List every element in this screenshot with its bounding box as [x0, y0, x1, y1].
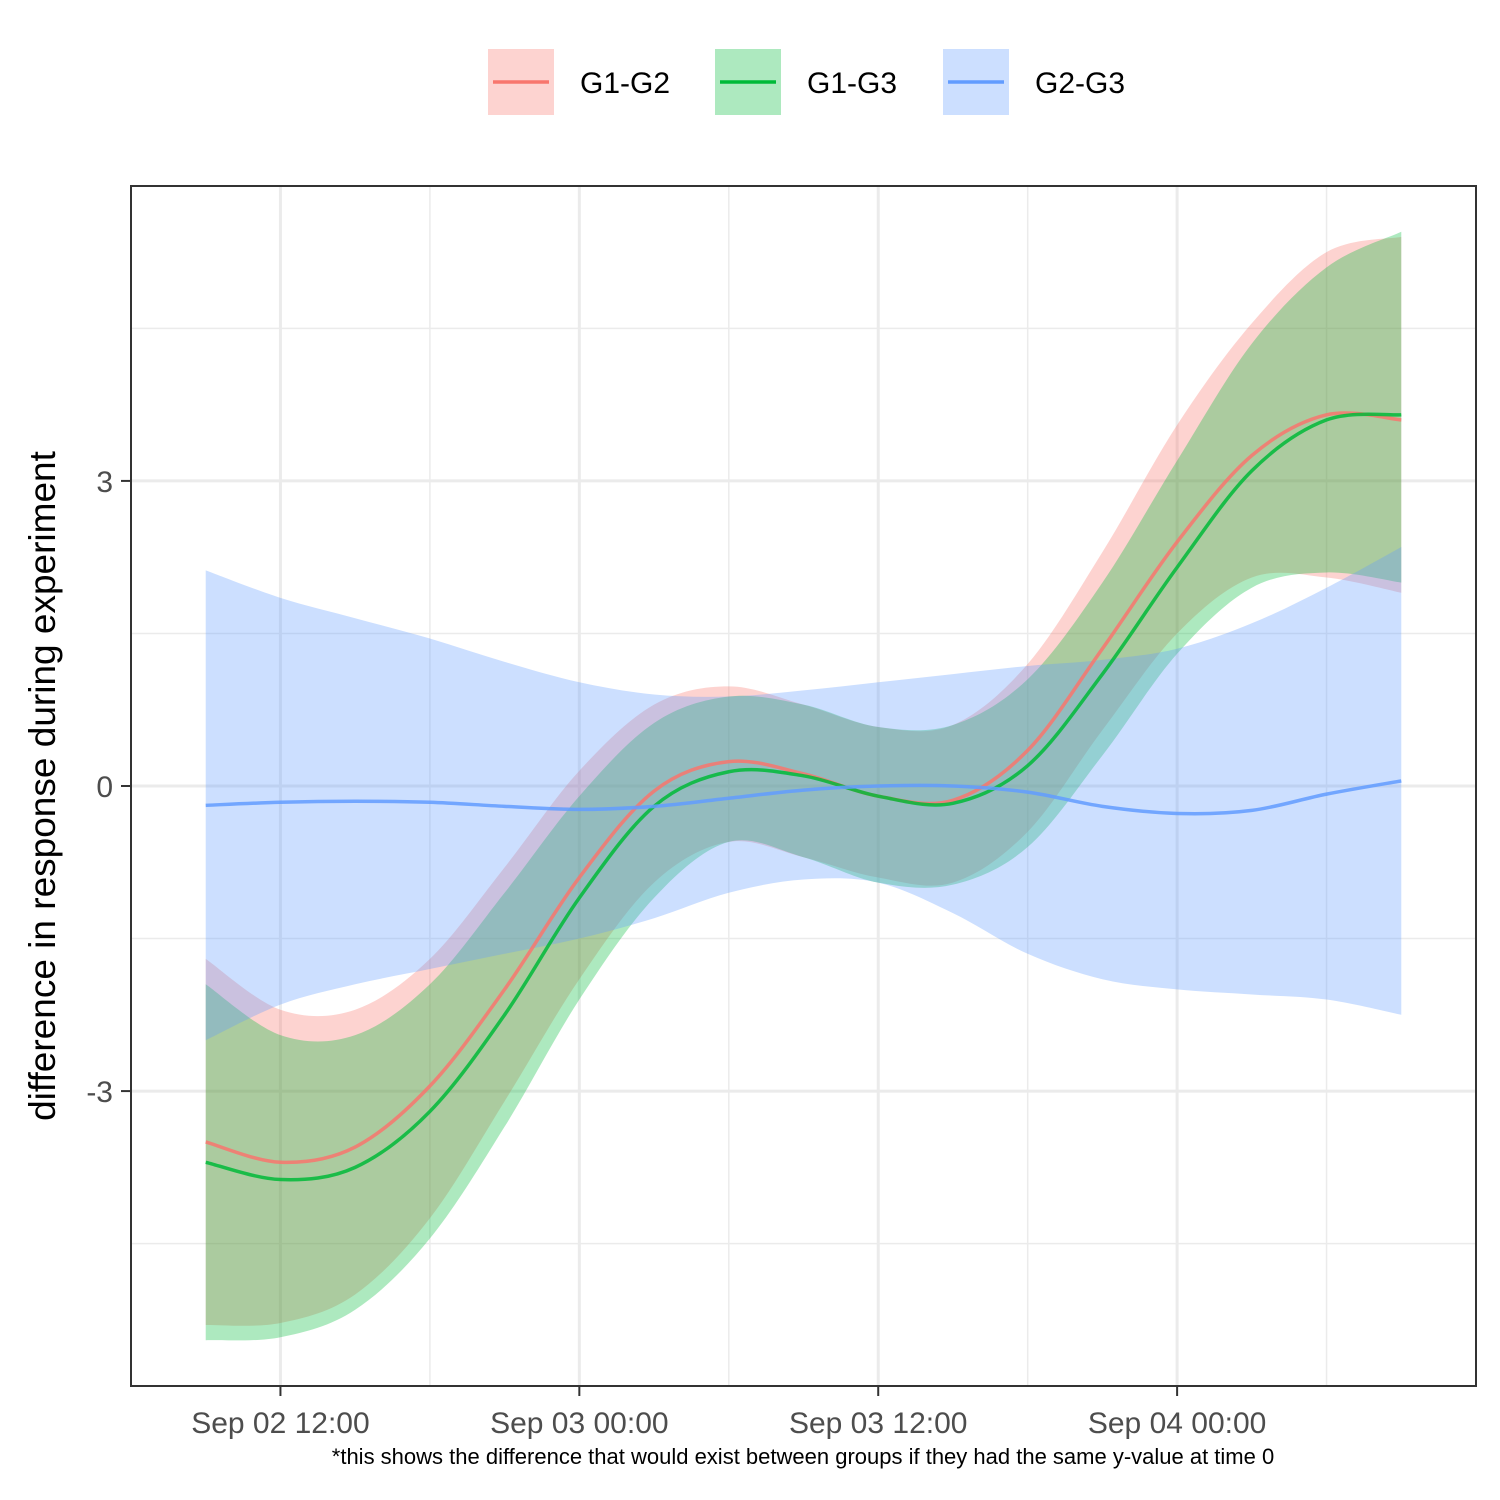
band-G1-G3: [205, 231, 1402, 1341]
x-tick-label: Sep 03 12:00: [789, 1407, 968, 1440]
axes: Sep 02 12:00 Sep 03 00:00 Sep 03 12:00 Sep …: [86, 466, 1266, 1440]
legend-label: G1-G2: [580, 67, 670, 100]
legend-label: G2-G3: [1035, 67, 1125, 100]
confidence-bands: [205, 231, 1402, 1341]
y-tick-label: 3: [96, 466, 113, 499]
caption: *this shows the difference that would ex…: [332, 1444, 1274, 1469]
y-tick-label: -3: [86, 1076, 113, 1109]
grid-lines: [131, 186, 1476, 1386]
series-lines: [205, 411, 1402, 1182]
legend-item-G1-G2: G1-G2: [488, 49, 670, 115]
line-G1-G3: [205, 412, 1402, 1182]
legend-item-G2-G3: G2-G3: [943, 49, 1125, 115]
y-tick-label: 0: [96, 771, 113, 804]
line-G1-G2: [205, 411, 1402, 1165]
y-axis-title: difference in response during experiment: [22, 450, 63, 1121]
legend: G1-G2 G1-G3 G2-G3: [488, 49, 1125, 115]
x-tick-label: Sep 04 00:00: [1088, 1407, 1267, 1440]
band-G2-G3: [205, 547, 1402, 1041]
x-tick-label: Sep 03 00:00: [490, 1407, 669, 1440]
x-tick-label: Sep 02 12:00: [191, 1407, 370, 1440]
legend-item-G1-G3: G1-G3: [715, 49, 897, 115]
band-G1-G2: [205, 236, 1402, 1326]
legend-label: G1-G3: [807, 67, 897, 100]
line-G2-G3: [205, 779, 1402, 816]
